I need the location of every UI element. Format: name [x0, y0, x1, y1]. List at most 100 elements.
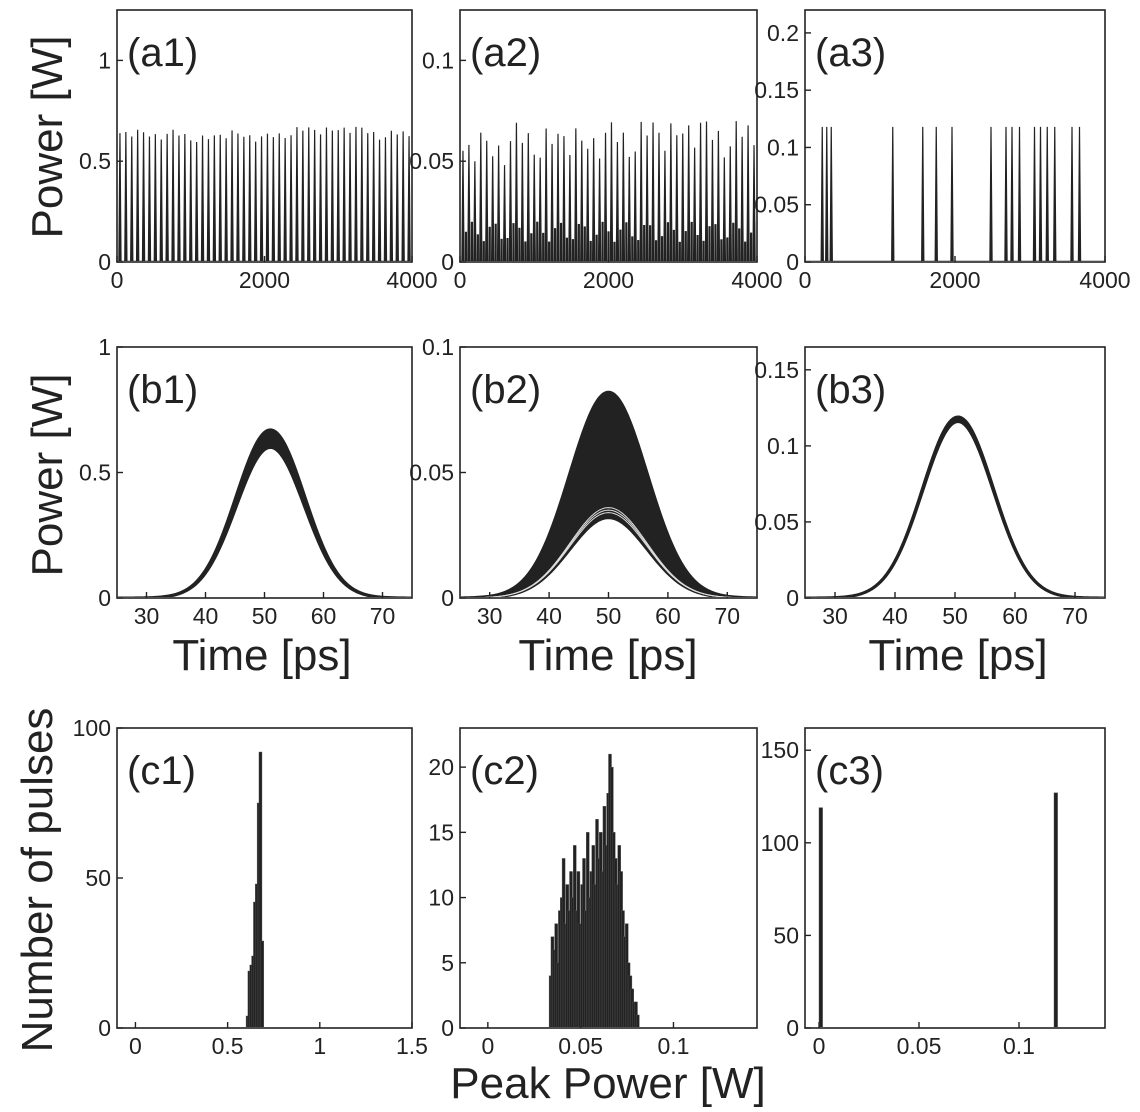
y-tick-label: 0.15: [754, 357, 799, 383]
y-tick-label: 0: [786, 249, 799, 275]
pulse-mark: [710, 139, 715, 261]
pulse-mark: [597, 158, 602, 261]
pulse-mark: [669, 123, 673, 261]
pulse-mark: [200, 135, 205, 261]
x-tick-label: 70: [715, 603, 741, 629]
pulse-mark: [242, 136, 246, 261]
pulse-mark: [479, 132, 483, 261]
x-tick-label: 0.1: [657, 1033, 689, 1059]
y-tick-label: 5: [441, 950, 454, 976]
y-tick-label: 0: [786, 1015, 799, 1041]
panel-label-b2: (b2): [470, 368, 541, 412]
x-tick-label: 1: [313, 1033, 326, 1059]
pulse-mark: [401, 131, 405, 261]
pulse-mark: [562, 136, 566, 261]
x-tick-label: 0: [813, 1033, 826, 1059]
pulse-mark: [526, 133, 531, 261]
panel-a3: 0 2000 4000 0 0.05 0.1 0.15 0.2 (a3): [754, 9, 1131, 293]
pulse-mark: [609, 122, 614, 261]
pulse-mark: [248, 135, 252, 261]
pulse-mark: [538, 157, 542, 261]
pulse-mark: [580, 140, 584, 261]
x-tick-label: 60: [1002, 603, 1028, 629]
pulse-mark: [1077, 126, 1082, 261]
xlabel-row-b-2: Time [ps]: [518, 631, 697, 680]
pulse-mark: [371, 131, 376, 261]
pulse-mark: [989, 126, 993, 261]
data-layer-b1: [118, 428, 411, 597]
data-layer-c2: [548, 753, 640, 1027]
y-tick-label: 10: [428, 885, 454, 911]
x-tick-label: 0.05: [897, 1033, 942, 1059]
pulse-mark: [1070, 126, 1074, 261]
pulse-mark: [722, 157, 727, 261]
x-tick-label: 0.05: [558, 1033, 603, 1059]
pulse-mark: [1017, 126, 1022, 261]
y-tick-label: 0.05: [409, 460, 454, 486]
data-layer-c1: [245, 751, 265, 1027]
pulse-mark: [514, 122, 519, 261]
pulse-mark: [377, 139, 382, 261]
pulse-mark: [716, 130, 721, 261]
pulse-mark: [307, 127, 311, 261]
x-tick-label: 0: [129, 1033, 142, 1059]
pulse-overlay-band: [118, 428, 411, 597]
pulse-mark: [330, 130, 335, 261]
pulse-mark: [698, 122, 703, 261]
y-tick-label: 0.05: [409, 148, 454, 174]
pulse-mark: [165, 133, 169, 261]
y-tick-label: 0.1: [767, 433, 799, 459]
x-tick-label: 2000: [583, 267, 634, 293]
pulse-mark: [556, 133, 560, 261]
x-tick-label: 60: [655, 603, 681, 629]
pulse-mark: [675, 135, 679, 261]
x-tick-label: 0: [481, 1033, 494, 1059]
x-tick-label: 4000: [386, 267, 437, 293]
y-tick-label: 50: [85, 865, 111, 891]
pulse-mark: [135, 129, 140, 261]
pulse-mark: [407, 136, 411, 261]
x-tick-label: 40: [193, 603, 219, 629]
pulse-mark: [485, 140, 489, 261]
ylabel-row-c: Number of pulses: [13, 708, 62, 1053]
pulse-mark: [283, 138, 287, 261]
x-tick-label: 50: [252, 603, 278, 629]
pulse-mark: [532, 154, 536, 261]
pulse-mark: [681, 133, 685, 261]
data-layer-a2: [461, 121, 756, 261]
pulse-overlay-band: [461, 390, 756, 597]
pulse-mark: [236, 133, 240, 261]
xlabel-row-b-1: Time [ps]: [172, 631, 351, 680]
panel-label-c3: (c3): [815, 749, 884, 793]
pulse-mark: [230, 130, 234, 261]
x-tick-label: 0: [799, 267, 812, 293]
data-layer-c3: [818, 792, 1058, 1027]
x-tick-label: 40: [882, 603, 908, 629]
pulse-mark: [820, 126, 824, 261]
pulse-mark: [265, 133, 270, 261]
xlabel-row-c: Peak Power [W]: [450, 1059, 765, 1108]
pulse-mark: [354, 126, 358, 261]
panel-c1: 0 0.5 1 1.5 0 50 100 (c1): [73, 715, 428, 1059]
pulse-mark: [663, 150, 667, 261]
y-tick-label: 0: [441, 585, 454, 611]
x-tick-label: 4000: [1079, 267, 1130, 293]
x-tick-label: 70: [370, 603, 396, 629]
pulse-mark: [621, 132, 626, 261]
pulse-mark: [318, 134, 323, 261]
panel-label-a2: (a2): [470, 31, 541, 75]
x-tick-label: 60: [311, 603, 337, 629]
pulse-mark: [1038, 126, 1043, 261]
pulse-mark: [124, 132, 128, 261]
y-tick-label: 0.5: [79, 148, 111, 174]
xlabel-row-b-3: Time [ps]: [868, 631, 1047, 680]
panel-label-a1: (a1): [127, 31, 198, 75]
pulse-mark: [752, 145, 756, 261]
pulse-mark: [829, 126, 833, 261]
panel-a2: 0 2000 4000 0 0.05 0.1 (a2): [409, 9, 783, 293]
y-tick-label: 0.2: [767, 20, 799, 46]
pulse-mark: [686, 125, 691, 261]
pulse-mark: [289, 135, 293, 261]
y-tick-label: 100: [73, 715, 111, 741]
